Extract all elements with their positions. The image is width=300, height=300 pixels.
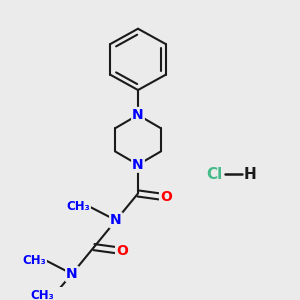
Text: O: O [116, 244, 128, 258]
Text: CH₃: CH₃ [30, 289, 54, 300]
Text: N: N [110, 213, 122, 227]
Text: CH₃: CH₃ [66, 200, 90, 213]
Text: Cl: Cl [206, 167, 222, 182]
Text: H: H [244, 167, 256, 182]
Text: CH₃: CH₃ [22, 254, 46, 267]
Text: N: N [132, 108, 144, 122]
Text: N: N [66, 267, 78, 281]
Text: O: O [160, 190, 172, 204]
Text: N: N [132, 158, 144, 172]
